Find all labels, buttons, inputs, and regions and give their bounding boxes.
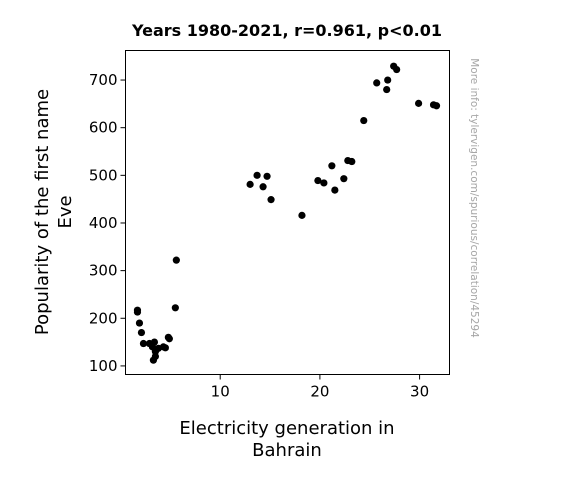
y-tick-label: 700 (89, 71, 118, 89)
chart-title: Years 1980-2021, r=0.961, p<0.01 (131, 21, 442, 40)
y-axis-label-line-1: Popularity of the first name (32, 89, 53, 335)
x-axis: 10 20 30 (211, 374, 429, 401)
data-point (137, 328, 146, 337)
data-point (373, 79, 381, 87)
data-point (340, 175, 348, 183)
data-point (150, 338, 159, 346)
data-point (383, 85, 391, 94)
y-tick-label: 300 (89, 262, 118, 280)
y-tick-label: 600 (89, 119, 118, 137)
data-point (171, 304, 179, 312)
data-point (263, 172, 271, 180)
data-point (133, 308, 142, 316)
data-point (267, 196, 275, 204)
data-point (161, 344, 169, 352)
y-tick-label: 100 (89, 357, 118, 375)
data-point (432, 102, 441, 110)
x-axis-label-line-1: Electricity generation in (179, 418, 394, 439)
y-tick-label: 500 (89, 166, 118, 184)
data-point (314, 176, 322, 185)
y-tick-label: 200 (89, 309, 118, 327)
data-point (331, 186, 339, 194)
data-point (165, 335, 173, 343)
source-note: More info: tylervigen.com/spurious/corre… (468, 58, 480, 338)
data-point (298, 211, 306, 219)
data-point (172, 256, 180, 264)
x-tick-label: 20 (310, 383, 329, 401)
x-axis-label-line-2: Bahrain (252, 440, 322, 461)
data-point (320, 179, 328, 187)
data-point (328, 162, 336, 170)
y-axis-label-line-2: Eve (55, 195, 76, 228)
plot-area-frame (125, 50, 450, 375)
data-point (384, 76, 392, 84)
y-tick-label: 400 (89, 214, 118, 232)
x-tick-label: 10 (211, 383, 230, 401)
data-point (135, 319, 144, 327)
data-point (393, 65, 401, 74)
data-point (139, 339, 148, 348)
data-point (414, 99, 423, 107)
data-point (253, 171, 261, 179)
data-point (259, 183, 267, 191)
x-tick-label: 30 (410, 383, 429, 401)
data-point (360, 116, 368, 125)
data-point (246, 180, 254, 188)
y-axis: 100 200 300 400 500 600 700 (89, 71, 126, 375)
data-points (133, 62, 441, 364)
data-point (348, 157, 356, 166)
